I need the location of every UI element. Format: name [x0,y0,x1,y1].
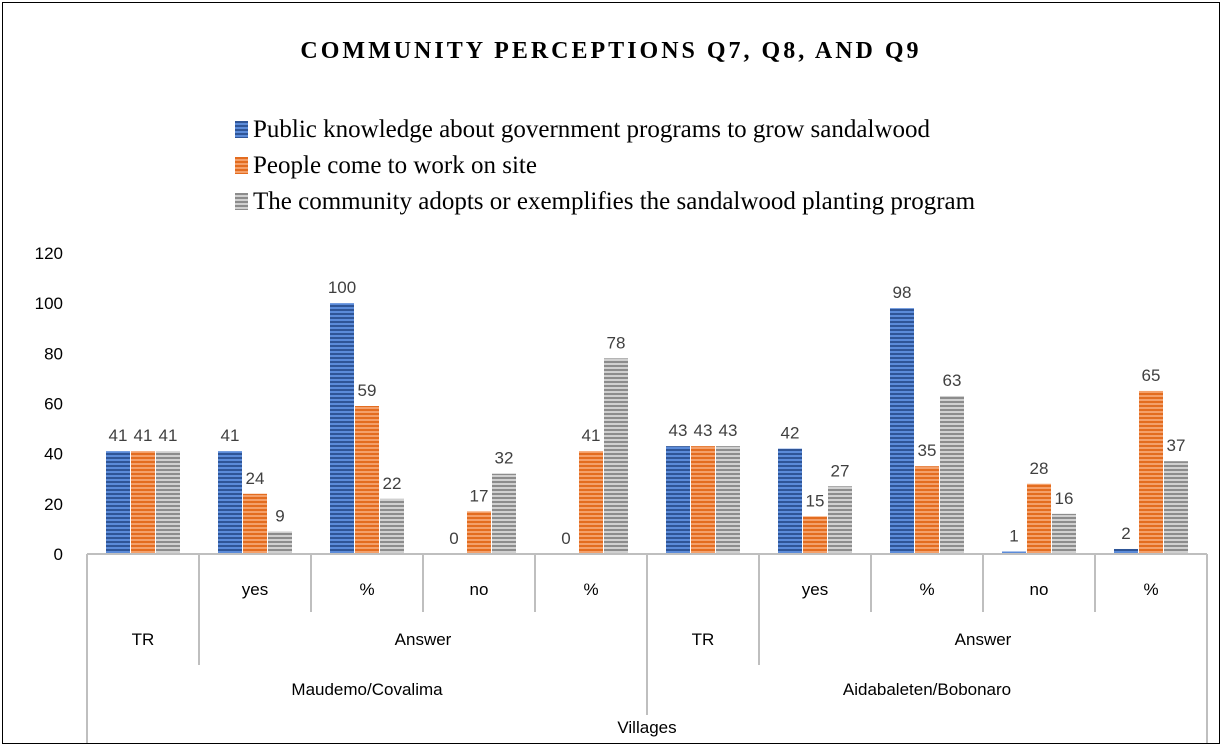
bar [268,531,292,554]
bar [604,358,628,554]
data-label: 0 [561,529,570,548]
data-label: 59 [358,381,377,400]
bar [1052,513,1076,554]
bar [915,466,939,554]
data-label: 24 [246,469,265,488]
data-label: 17 [470,486,489,505]
bar [467,511,491,554]
data-label: 27 [831,461,850,480]
x-group-label: Maudemo/Covalima [291,680,443,699]
data-label: 98 [893,283,912,302]
chart-svg: COMMUNITY PERCEPTIONS Q7, Q8, AND Q9 Pub… [35,38,1208,743]
bar [1164,461,1188,554]
x-category-label: % [1143,580,1158,599]
y-tick-label: 60 [44,395,63,414]
legend-swatch [235,157,248,174]
data-labels: 41 41 41 41 24 9 100 59 22 0 17 32 0 41 78 43 43 43 42 15 27… [109,278,1186,548]
x-category-label: % [359,580,374,599]
data-label: 35 [918,441,937,460]
x-axis: yes% no% yes% no % TR Answer TR Answer Maudemo/Co… [86,553,1208,743]
bar [579,451,603,554]
bar [1027,483,1051,554]
legend-label: The community adopts or exemplifies the … [253,188,976,215]
data-label: 41 [134,426,153,445]
y-tick-label: 20 [44,495,63,514]
bar [1139,390,1163,554]
x-category-label: yes [802,580,828,599]
x-category-label: % [919,580,934,599]
x-group-label: TR [132,630,155,649]
y-tick-label: 80 [44,344,63,363]
legend-label: People come to work on site [253,152,537,179]
x-group-label: Answer [955,630,1012,649]
bar [330,303,354,554]
data-label: 1 [1009,526,1018,545]
legend-swatch [235,121,248,138]
bar [716,446,740,554]
bar [243,493,267,554]
x-group-label: Villages [617,718,676,737]
x-category-label: no [470,580,489,599]
data-label: 28 [1030,459,1049,478]
x-category-label: yes [242,580,268,599]
data-label: 22 [383,474,402,493]
y-tick-label: 100 [35,294,63,313]
bar [666,446,690,554]
bar [890,308,914,554]
data-label: 65 [1142,366,1161,385]
data-label: 43 [719,421,738,440]
bar [940,395,964,554]
bar [156,451,180,554]
bar [803,516,827,554]
x-category-label: no [1030,580,1049,599]
bar [218,451,242,554]
bar [131,451,155,554]
data-label: 15 [806,491,825,510]
bar [492,473,516,554]
data-label: 41 [109,426,128,445]
bars [106,303,1188,554]
legend-label: Public knowledge about government progra… [253,116,930,143]
data-label: 42 [781,424,800,443]
bar [380,498,404,554]
data-label: 2 [1121,524,1130,543]
y-tick-label: 120 [35,244,63,263]
data-label: 32 [495,449,514,468]
data-label: 16 [1055,489,1074,508]
x-category-label: % [583,580,598,599]
x-group-label: Answer [395,630,452,649]
data-label: 100 [328,278,356,297]
bar [106,451,130,554]
y-tick-label: 40 [44,445,63,464]
data-label: 63 [943,371,962,390]
data-label: 78 [607,333,626,352]
data-label: 43 [669,421,688,440]
legend: Public knowledge about government progra… [235,116,976,215]
y-axis: 0 20 40 60 80 100 120 [35,244,63,564]
data-label: 37 [1167,436,1186,455]
bar [1114,548,1138,554]
bar [828,486,852,554]
y-tick-label: 0 [54,545,63,564]
bar [1002,551,1026,554]
data-label: 41 [582,426,601,445]
x-group-label: TR [692,630,715,649]
bar [691,446,715,554]
data-label: 41 [159,426,178,445]
data-label: 41 [221,426,240,445]
data-label: 9 [275,506,284,525]
data-label: 43 [694,421,713,440]
x-group-label: Aidabaleten/Bobonaro [843,680,1011,699]
data-label: 0 [449,529,458,548]
bar [355,406,379,554]
bar [778,448,802,554]
chart-title: COMMUNITY PERCEPTIONS Q7, Q8, AND Q9 [300,38,921,64]
legend-swatch [235,193,248,210]
